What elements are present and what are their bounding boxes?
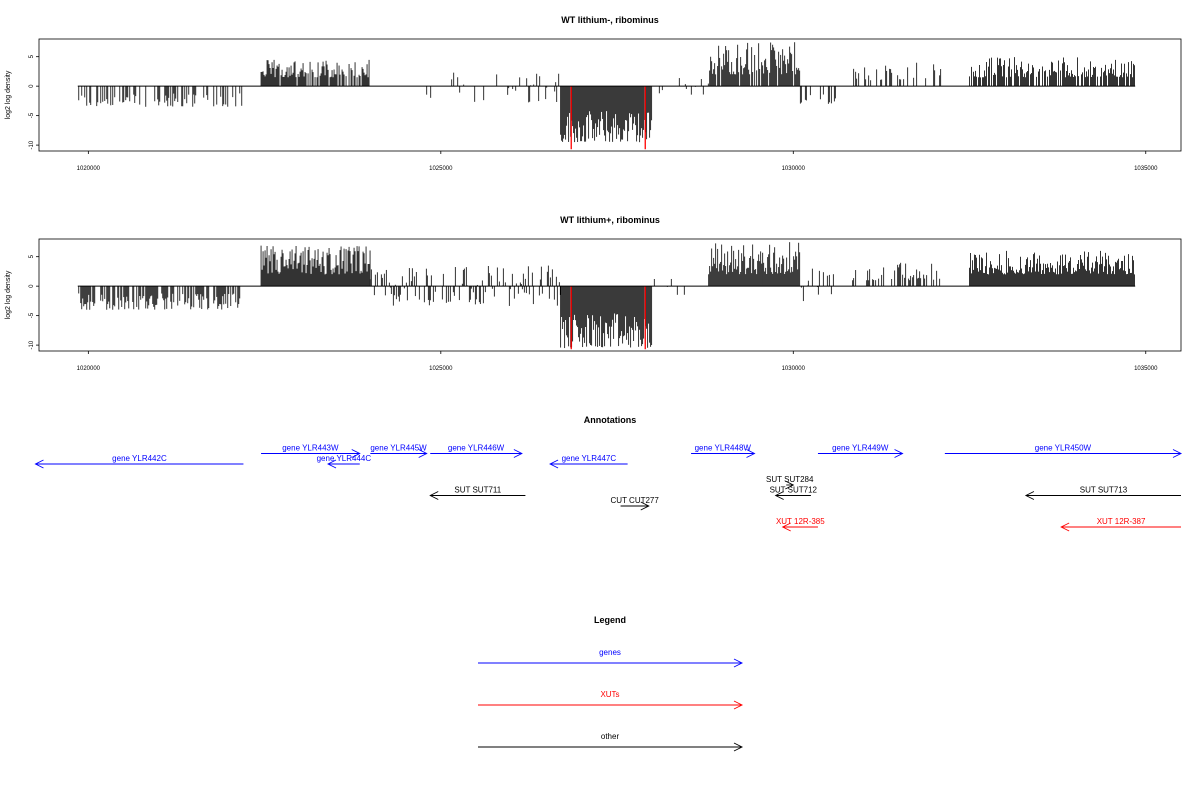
arrow-head xyxy=(781,522,791,532)
arrow-head xyxy=(327,459,337,469)
feature-label: gene YLR442C xyxy=(112,454,167,463)
x-tick-label: 1035000 xyxy=(1134,366,1158,372)
arrow-head xyxy=(733,658,744,668)
x-tick-label: 1025000 xyxy=(429,366,453,372)
feature-label: gene YLR450W xyxy=(1035,444,1092,453)
axes: 5 0 -5 -10 1020000 1025000 1030000 1035000 xyxy=(29,254,1158,372)
y-tick-label: -10 xyxy=(29,340,35,349)
arrow-head xyxy=(640,501,650,511)
coverage-bars xyxy=(77,242,1136,350)
arrow-head xyxy=(34,459,44,469)
arrow-head xyxy=(1172,449,1183,458)
feature-label: gene YLR446W xyxy=(448,444,505,453)
arrow-head xyxy=(549,459,559,469)
y-axis-label: log2 log density xyxy=(5,70,12,119)
panel-title: WT lithium-, ribominus xyxy=(561,15,659,25)
legend-title: Legend xyxy=(594,615,626,625)
feature-label: gene YLR447C xyxy=(562,454,617,463)
panel-lithium-minus: WT lithium-, ribominus 5 0 -5 -10 1020000 102… xyxy=(5,15,1182,172)
legend-label: genes xyxy=(599,648,621,657)
legend: Legend genes XUTs other xyxy=(478,615,744,752)
arrow-head xyxy=(513,449,523,458)
feature-label: SUT SUT711 xyxy=(454,486,501,495)
arrow-head xyxy=(746,449,756,458)
plot-frame xyxy=(38,238,1182,352)
legend-label: other xyxy=(601,732,620,741)
feature-label: gene YLR449W xyxy=(832,444,889,453)
legend-items: genes XUTs other xyxy=(478,648,744,752)
x-tick-label: 1020000 xyxy=(77,166,101,172)
annotations-title: Annotations xyxy=(584,415,637,425)
x-tick-label: 1020000 xyxy=(77,366,101,372)
feature-label: SUT SUT713 xyxy=(1080,486,1128,495)
feature-label: CUT CUT277 xyxy=(611,496,660,505)
arrow-head xyxy=(733,700,744,710)
y-tick-label: -5 xyxy=(29,112,35,118)
y-tick-label: 5 xyxy=(29,54,35,58)
x-tick-label: 1025000 xyxy=(429,166,453,172)
y-tick-label: -5 xyxy=(29,312,35,318)
x-tick-label: 1035000 xyxy=(1134,166,1158,172)
coverage-bars xyxy=(77,42,1136,150)
x-tick-label: 1030000 xyxy=(782,366,806,372)
feature-label: XUT 12R-387 xyxy=(1097,517,1146,526)
x-tick-label: 1030000 xyxy=(782,166,806,172)
feature-label: gene YLR443W xyxy=(282,444,339,453)
arrow-head xyxy=(429,491,439,500)
y-tick-label: 0 xyxy=(29,84,35,88)
feature-label: SUT SUT712 xyxy=(770,486,818,495)
panel-lithium-plus: WT lithium+, ribominus 5 0 -5 -10 1020000 102… xyxy=(5,215,1182,372)
arrow-head xyxy=(785,480,795,490)
feature-label: gene YLR445W xyxy=(370,444,427,453)
arrow-head xyxy=(351,449,361,458)
arrow-head xyxy=(1024,491,1035,500)
y-tick-label: -10 xyxy=(29,140,35,149)
arrow-head xyxy=(733,742,744,752)
plot-frame xyxy=(38,38,1182,152)
y-tick-label: 0 xyxy=(29,284,35,288)
panel-title: WT lithium+, ribominus xyxy=(560,215,660,225)
feature-label: gene YLR448W xyxy=(695,444,752,453)
feature-label: gene YLR444C xyxy=(317,454,372,463)
feature-label: SUT SUT284 xyxy=(766,475,814,484)
axes: 5 0 -5 -10 1020000 1025000 1030000 1035000 xyxy=(29,54,1158,172)
arrow-head xyxy=(1060,522,1070,532)
y-tick-label: 5 xyxy=(29,254,35,258)
legend-label: XUTs xyxy=(600,690,619,699)
y-axis-label: log2 log density xyxy=(5,270,12,319)
arrow-head xyxy=(774,491,784,500)
arrow-head xyxy=(894,449,904,458)
arrow-head xyxy=(418,449,428,458)
feature-label: XUT 12R-385 xyxy=(776,517,825,526)
